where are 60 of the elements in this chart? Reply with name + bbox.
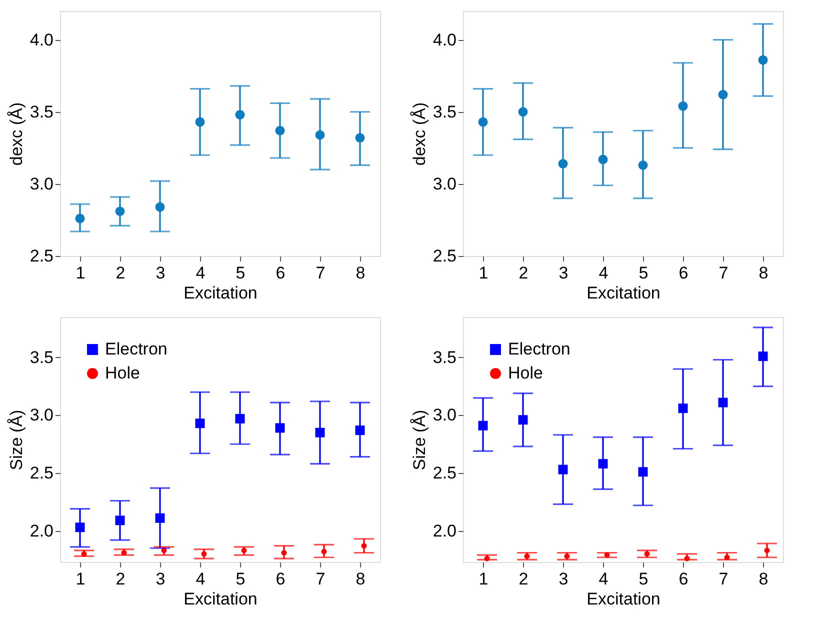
x-tick-label: 8 [758,570,768,588]
y-tick-label: 2.5 [30,464,54,483]
y-axis-title: dexc (Å) [410,102,429,166]
x-tick-label: 5 [236,570,246,588]
x-tick-label: 2 [518,264,528,282]
y-axis-title: dexc (Å) [6,102,26,166]
x-tick-label: 8 [356,570,366,588]
x-tick-label: 4 [598,570,608,588]
x-tick-label: 2 [116,264,126,282]
y-tick-label: 3.0 [432,174,456,194]
x-tick-label: 6 [678,264,688,282]
x-tick-label: 7 [718,264,728,282]
x-axis-title: Excitation [586,590,660,608]
y-tick-label: 4.0 [30,30,54,50]
x-tick-label: 6 [276,570,286,588]
y-tick-label: 3.5 [432,102,456,122]
x-tick-label: 3 [558,264,568,282]
x-tick-label: 7 [316,264,326,282]
x-tick-label: 7 [316,570,326,588]
y-tick-label: 2.5 [432,464,456,483]
y-axis-title: Size (Å) [410,410,429,470]
y-tick-label: 3.5 [30,102,54,122]
x-tick-label: 3 [156,264,166,282]
x-tick-label: 2 [518,570,528,588]
y-tick-label: 2.5 [432,246,456,266]
y-tick-label: 3.0 [30,174,54,194]
x-tick-label: 1 [478,570,488,588]
x-tick-label: 3 [558,570,568,588]
x-tick-label: 5 [236,264,246,282]
y-axis-title: Size (Å) [6,410,26,470]
x-tick-label: 5 [638,570,648,588]
y-tick-label: 3.5 [30,348,54,367]
x-tick-label: 6 [678,570,688,588]
x-tick-label: 1 [478,264,488,282]
x-tick-label: 8 [356,264,366,282]
y-tick-label: 3.0 [30,406,54,425]
x-tick-label: 1 [76,264,86,282]
x-tick-label: 4 [196,570,206,588]
x-tick-label: 4 [196,264,206,282]
x-axis-title: Excitation [586,284,660,302]
x-tick-label: 1 [76,570,86,588]
y-tick-label: 3.5 [432,348,456,367]
legend-label: Hole [508,364,543,382]
x-tick-label: 6 [276,264,286,282]
x-tick-label: 4 [598,264,608,282]
y-tick-label: 3.0 [432,406,456,425]
x-tick-label: 8 [758,264,768,282]
y-tick-label: 4.0 [432,30,456,50]
x-axis-title: Excitation [184,590,258,608]
x-tick-label: 2 [116,570,126,588]
x-tick-label: 3 [156,570,166,588]
legend-label: Hole [105,364,140,382]
y-tick-label: 2.5 [30,246,54,266]
y-tick-label: 2.0 [30,521,54,540]
x-tick-label: 5 [638,264,648,282]
x-axis-title: Excitation [184,284,258,302]
legend-label: Electron [508,340,570,358]
legend-label: Electron [105,340,168,358]
y-tick-label: 2.0 [432,521,456,540]
x-tick-label: 7 [718,570,728,588]
